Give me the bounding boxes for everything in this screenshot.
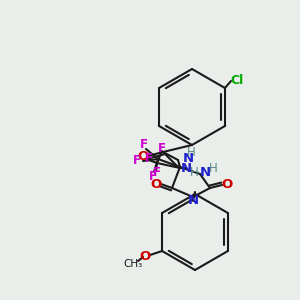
Text: F: F xyxy=(140,137,148,151)
Text: N: N xyxy=(200,167,211,179)
Text: H: H xyxy=(208,161,217,175)
Text: F: F xyxy=(153,167,161,179)
Text: F: F xyxy=(158,142,166,154)
Text: O: O xyxy=(140,250,151,262)
Text: CH₃: CH₃ xyxy=(124,259,143,269)
Text: F: F xyxy=(133,154,141,166)
Text: O: O xyxy=(221,178,233,191)
Text: H: H xyxy=(190,166,198,178)
Text: O: O xyxy=(137,151,148,164)
Text: N: N xyxy=(180,161,192,175)
Text: N: N xyxy=(183,152,194,164)
Text: N: N xyxy=(188,194,199,208)
Text: Cl: Cl xyxy=(230,74,244,88)
Text: F: F xyxy=(145,152,153,164)
Text: F: F xyxy=(149,169,157,182)
Text: O: O xyxy=(150,178,162,190)
Text: H: H xyxy=(187,146,195,158)
